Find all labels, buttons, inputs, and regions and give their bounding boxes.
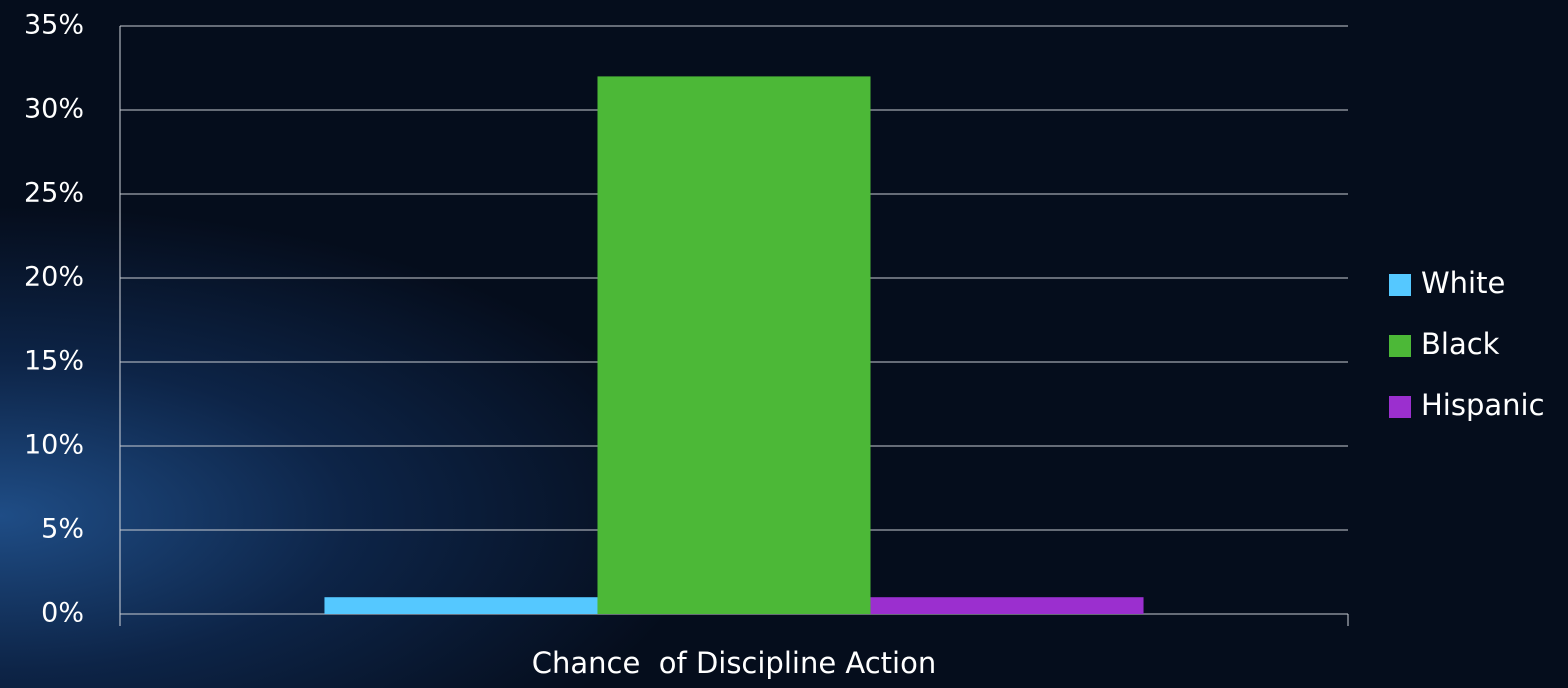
legend-label: Hispanic: [1421, 388, 1545, 422]
y-tick-label: 10%: [24, 430, 84, 461]
legend-swatch: [1389, 274, 1411, 296]
y-tick-label: 0%: [41, 598, 84, 629]
bar: [870, 597, 1144, 614]
y-tick-label: 15%: [24, 346, 84, 377]
y-tick-label: 30%: [24, 94, 84, 125]
y-tick-label: 25%: [24, 178, 84, 209]
x-tick-label: Chance of Discipline Action: [532, 646, 936, 680]
y-tick-label: 20%: [24, 262, 84, 293]
legend-swatch: [1389, 335, 1411, 357]
y-tick-label: 5%: [41, 514, 84, 545]
y-tick-label: 35%: [24, 10, 84, 41]
legend-label: White: [1421, 266, 1505, 300]
bar: [597, 76, 871, 614]
legend-swatch: [1389, 396, 1411, 418]
legend-label: Black: [1421, 327, 1500, 361]
bar: [324, 597, 598, 614]
